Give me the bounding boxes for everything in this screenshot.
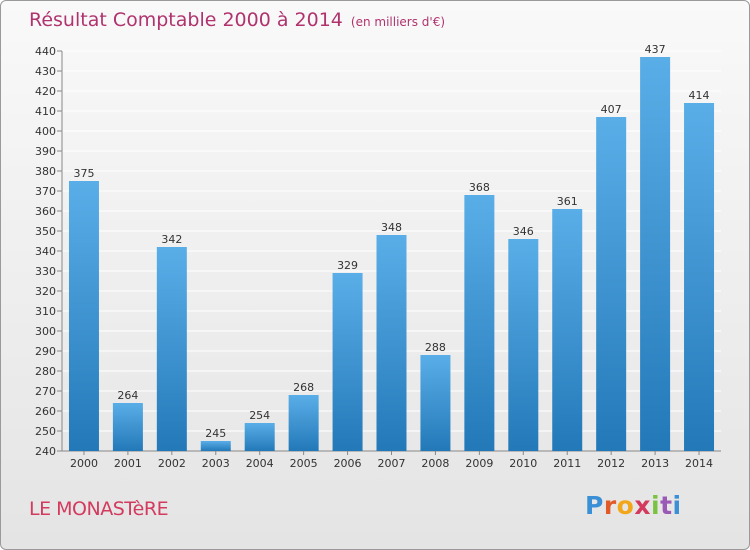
y-tick-label: 260	[35, 405, 56, 418]
bar	[112, 403, 143, 451]
value-label: 437	[645, 43, 666, 56]
x-tick-label: 2001	[114, 457, 142, 470]
x-tick-label: 2012	[597, 457, 625, 470]
bar	[156, 247, 187, 451]
value-label: 342	[161, 233, 182, 246]
x-tick-label: 2009	[465, 457, 493, 470]
y-tick-label: 400	[35, 125, 56, 138]
bar	[464, 195, 495, 451]
bar	[332, 273, 363, 451]
value-label: 288	[425, 341, 446, 354]
proxiti-logo[interactable]: Proxiti	[585, 491, 682, 520]
bars	[68, 57, 715, 451]
y-tick-label: 360	[35, 205, 56, 218]
value-label: 268	[293, 381, 314, 394]
y-tick-label: 250	[35, 425, 56, 438]
x-tick-label: 2005	[290, 457, 318, 470]
y-tick-label: 340	[35, 245, 56, 258]
x-tick-label: 2007	[378, 457, 406, 470]
x-tick-label: 2000	[70, 457, 98, 470]
bar	[508, 239, 539, 451]
bar	[552, 209, 583, 451]
logo-letter: i	[651, 491, 661, 520]
value-label: 368	[469, 181, 490, 194]
x-tick-label: 2010	[509, 457, 537, 470]
y-tick-label: 440	[35, 45, 56, 58]
value-label: 407	[601, 103, 622, 116]
bar	[596, 117, 627, 451]
value-label: 375	[73, 167, 94, 180]
bar	[684, 103, 715, 451]
bar	[420, 355, 451, 451]
value-label: 346	[513, 225, 534, 238]
value-label: 329	[337, 259, 358, 272]
commune-name: LE MONASTèRE	[29, 498, 169, 520]
logo-letter: x	[634, 491, 651, 520]
bar	[640, 57, 671, 451]
x-tick-label: 2004	[246, 457, 274, 470]
value-labels: 375 264 342 245 254 268 329 348 288 368 346 361 407 4…	[73, 43, 709, 440]
y-tick-label: 350	[35, 225, 56, 238]
y-tick-label: 290	[35, 345, 56, 358]
title-subtitle: (en milliers d'€)	[350, 15, 446, 29]
y-tick-label: 320	[35, 285, 56, 298]
y-tick-label: 390	[35, 145, 56, 158]
x-tick-label: 2008	[421, 457, 449, 470]
bar	[376, 235, 407, 451]
bar	[68, 181, 99, 451]
logo-letter: i	[672, 491, 682, 520]
y-tick-label: 410	[35, 105, 56, 118]
x-tick-label: 2002	[158, 457, 186, 470]
value-label: 245	[205, 427, 226, 440]
bar	[288, 395, 319, 451]
logo-letter: o	[616, 491, 635, 520]
bar	[244, 423, 275, 451]
title-main: Résultat Comptable 2000 à 2014	[29, 9, 343, 31]
value-label: 348	[381, 221, 402, 234]
bar	[200, 441, 231, 451]
y-tick-label: 270	[35, 385, 56, 398]
logo-letter: P	[585, 491, 604, 520]
chart-title: Résultat Comptable 2000 à 2014 (en millie…	[29, 9, 445, 31]
value-label: 414	[689, 89, 710, 102]
y-tick-label: 380	[35, 165, 56, 178]
value-label: 254	[249, 409, 270, 422]
y-tick-label: 370	[35, 185, 56, 198]
x-tick-label: 2003	[202, 457, 230, 470]
y-tick-label: 430	[35, 65, 56, 78]
y-tick-labels: 240 250 260 270 280 290 300 310 320 330 340 350 360 3…	[35, 45, 56, 458]
y-tick-label: 420	[35, 85, 56, 98]
y-tick-label: 300	[35, 325, 56, 338]
y-tick-label: 310	[35, 305, 56, 318]
value-label: 361	[557, 195, 578, 208]
x-tick-label: 2006	[334, 457, 362, 470]
x-tick-labels: 2000 2001 2002 2003 2004 2005 2006 2007 2008 2009…	[70, 451, 713, 470]
x-tick-label: 2011	[553, 457, 581, 470]
x-tick-label: 2013	[641, 457, 669, 470]
y-tick-label: 280	[35, 365, 56, 378]
logo-letter: t	[660, 491, 673, 520]
x-tick-label: 2014	[685, 457, 713, 470]
logo-letter: r	[603, 491, 617, 520]
y-tick-label: 330	[35, 265, 56, 278]
value-label: 264	[117, 389, 138, 402]
y-tick-label: 240	[35, 445, 56, 458]
